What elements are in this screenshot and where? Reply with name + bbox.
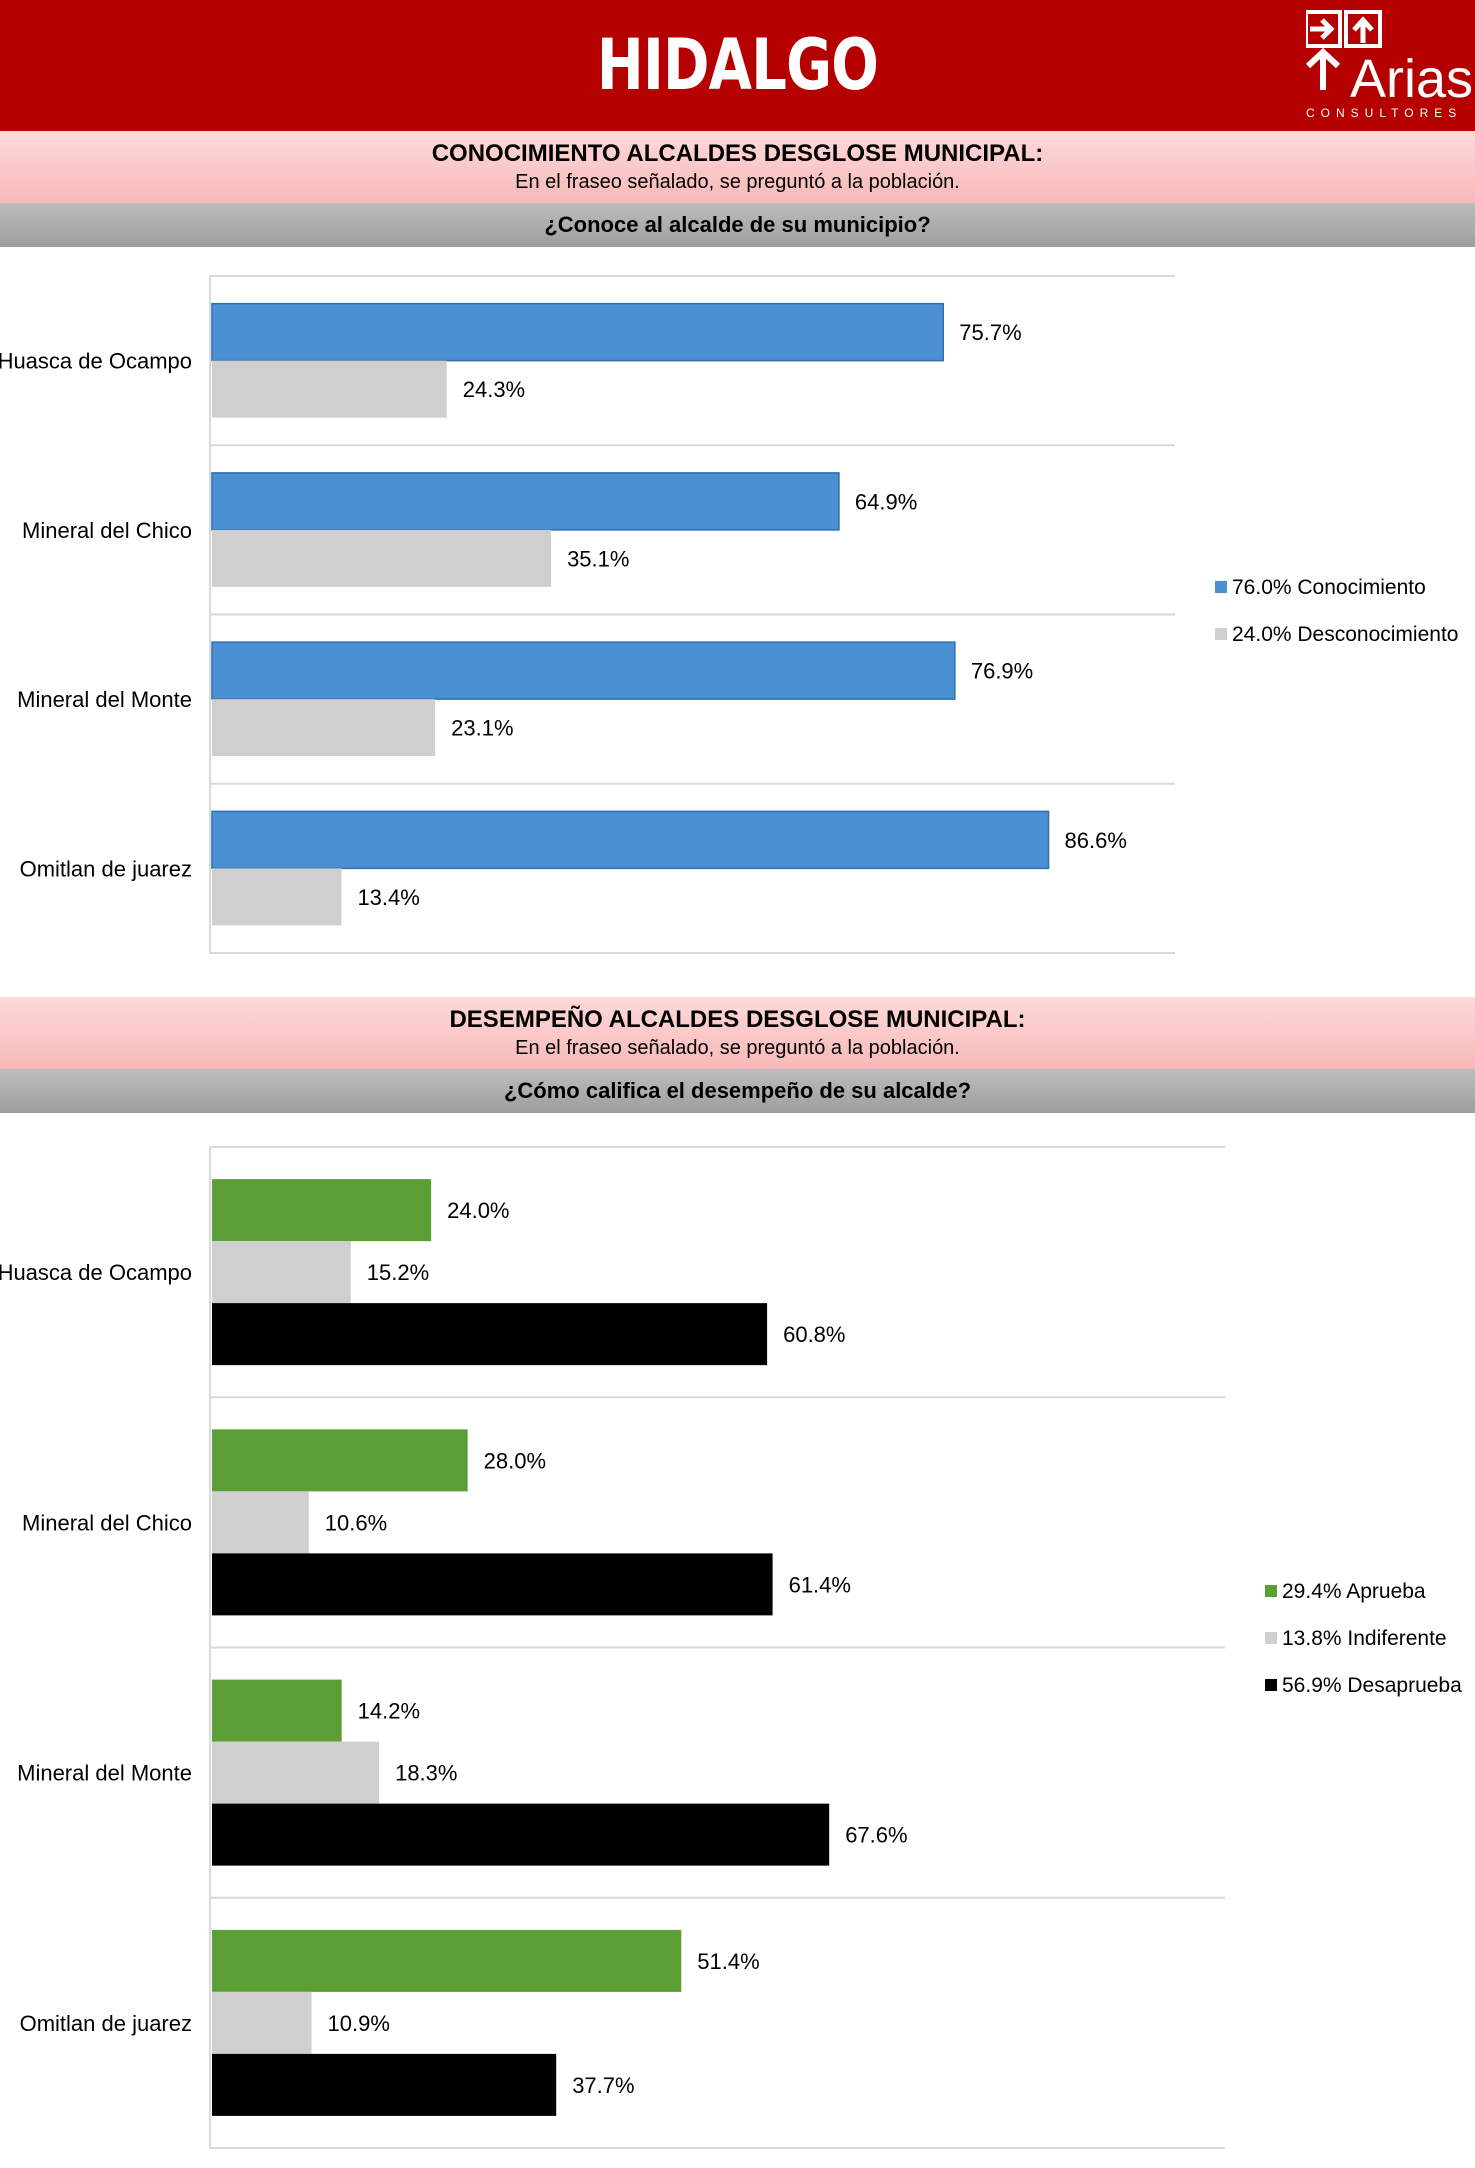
- section2-subtitle: En el fraseo señalado, se preguntó a la …: [515, 1037, 960, 1059]
- knowledge-chart-svg: Huasca de Ocampo 75.7% 24.3% Mineral del Ch…: [0, 275, 1458, 954]
- bar-desconocimiento-mineral-del-chico: [212, 529, 552, 587]
- bar-indiferente-mineral-del-chico: [212, 1491, 309, 1554]
- page-title: HIDALGO: [596, 24, 879, 106]
- bar-indiferente-huasca-de-ocampo: [212, 1241, 351, 1304]
- bar-conocimiento-mineral-del-monte: [211, 641, 956, 700]
- legend-label-conocimiento: 76.0% Conocimiento: [1232, 576, 1426, 599]
- legend-swatch-conocimiento: [1215, 581, 1227, 593]
- bar-indiferente-mineral-del-monte: [212, 1741, 380, 1804]
- bar-desaprueba-omitlan-de-juarez: [212, 2053, 557, 2116]
- legend-label-desaprueba: 56.9% Desaprueba: [1282, 1674, 1462, 1697]
- bar-aprueba-huasca-de-ocampo: [212, 1179, 432, 1242]
- bar-desconocimiento-omitlan-de-juarez: [212, 868, 342, 926]
- bar-aprueba-mineral-del-monte: [212, 1679, 342, 1742]
- section2-question: ¿Cómo califica el desempeño de su alcald…: [0, 1069, 1475, 1113]
- legend-label-aprueba: 29.4% Aprueba: [1282, 1580, 1426, 1603]
- category-label-mineral-del-monte: Mineral del Monte: [17, 687, 192, 712]
- data-label-desaprueba-mineral-del-chico: 61.4%: [789, 1572, 851, 1597]
- bar-desaprueba-huasca-de-ocampo: [212, 1303, 768, 1366]
- data-label-aprueba-omitlan-de-juarez: 51.4%: [697, 1949, 759, 1974]
- category-label-huasca-de-ocampo: Huasca de Ocampo: [0, 349, 192, 374]
- data-label-conocimiento-huasca-de-ocampo: 75.7%: [959, 320, 1021, 345]
- performance-chart: Huasca de Ocampo 24.0% 15.2% 60.8% Mineral d…: [0, 1113, 1475, 2168]
- logo-subtitle: CONSULTORES: [1306, 106, 1463, 120]
- category-label-mineral-del-chico: Mineral del Chico: [22, 518, 192, 543]
- section1-title: CONOCIMIENTO ALCALDES DESGLOSE MUNICIPAL…: [431, 140, 1044, 167]
- legend-label-desconocimiento: 24.0% Desconocimiento: [1232, 623, 1458, 646]
- legend-swatch-aprueba: [1265, 1585, 1277, 1597]
- bar-indiferente-omitlan-de-juarez: [212, 1991, 312, 2054]
- data-label-desconocimiento-huasca-de-ocampo: 24.3%: [463, 377, 525, 402]
- legend-swatch-desconocimiento: [1215, 628, 1227, 640]
- data-label-desaprueba-omitlan-de-juarez: 37.7%: [572, 2073, 634, 2098]
- bar-conocimiento-omitlan-de-juarez: [211, 810, 1050, 870]
- performance-chart-svg: Huasca de Ocampo 24.0% 15.2% 60.8% Mineral d…: [0, 1146, 1462, 2149]
- arias-logo-icon: [1306, 10, 1382, 90]
- data-label-conocimiento-omitlan-de-juarez: 86.6%: [1065, 828, 1127, 853]
- data-label-desaprueba-mineral-del-monte: 67.6%: [845, 1823, 907, 1848]
- section1-subtitle: En el fraseo señalado, se preguntó a la …: [515, 171, 960, 193]
- category-label-huasca-de-ocampo: Huasca de Ocampo: [0, 1260, 192, 1285]
- legend-swatch-desaprueba: [1265, 1679, 1277, 1691]
- section2-title: DESEMPEÑO ALCALDES DESGLOSE MUNICIPAL:: [449, 1006, 1026, 1033]
- data-label-desconocimiento-mineral-del-chico: 35.1%: [567, 546, 629, 571]
- category-label-mineral-del-chico: Mineral del Chico: [22, 1510, 192, 1535]
- knowledge-chart: Huasca de Ocampo 75.7% 24.3% Mineral del Ch…: [0, 247, 1475, 972]
- bar-aprueba-mineral-del-chico: [212, 1429, 468, 1492]
- bar-conocimiento-huasca-de-ocampo: [211, 302, 945, 362]
- top-banner: HIDALGO Arias CONSULTORES: [0, 0, 1475, 131]
- data-label-aprueba-mineral-del-chico: 28.0%: [484, 1448, 546, 1473]
- legend-label-indiferente: 13.8% Indiferente: [1282, 1627, 1447, 1650]
- data-label-conocimiento-mineral-del-monte: 76.9%: [971, 659, 1033, 684]
- data-label-desaprueba-huasca-de-ocampo: 60.8%: [783, 1322, 845, 1347]
- bar-desconocimiento-mineral-del-monte: [212, 699, 436, 757]
- section1-header: CONOCIMIENTO ALCALDES DESGLOSE MUNICIPAL…: [0, 131, 1475, 203]
- bar-desaprueba-mineral-del-monte: [212, 1803, 830, 1866]
- data-label-indiferente-huasca-de-ocampo: 15.2%: [367, 1260, 429, 1285]
- data-label-desconocimiento-mineral-del-monte: 23.1%: [451, 716, 513, 741]
- category-label-mineral-del-monte: Mineral del Monte: [17, 1761, 192, 1786]
- bar-desaprueba-mineral-del-chico: [212, 1553, 773, 1616]
- data-label-indiferente-omitlan-de-juarez: 10.9%: [328, 2011, 390, 2036]
- section2-header: DESEMPEÑO ALCALDES DESGLOSE MUNICIPAL: E…: [0, 997, 1475, 1069]
- bar-conocimiento-mineral-del-chico: [211, 472, 840, 531]
- data-label-conocimiento-mineral-del-chico: 64.9%: [855, 489, 917, 514]
- legend-swatch-indiferente: [1265, 1632, 1277, 1644]
- arias-logo: Arias CONSULTORES: [1300, 10, 1473, 122]
- category-label-omitlan-de-juarez: Omitlan de juarez: [20, 856, 192, 881]
- category-label-omitlan-de-juarez: Omitlan de juarez: [20, 2011, 192, 2036]
- bar-aprueba-omitlan-de-juarez: [212, 1929, 682, 1992]
- data-label-indiferente-mineral-del-chico: 10.6%: [325, 1510, 387, 1535]
- logo-wordmark: Arias: [1350, 49, 1474, 109]
- bar-desconocimiento-huasca-de-ocampo: [212, 360, 447, 418]
- data-label-desconocimiento-omitlan-de-juarez: 13.4%: [357, 885, 419, 910]
- data-label-aprueba-huasca-de-ocampo: 24.0%: [447, 1198, 509, 1223]
- section1-question: ¿Conoce al alcalde de su municipio?: [0, 203, 1475, 247]
- data-label-aprueba-mineral-del-monte: 14.2%: [358, 1699, 420, 1724]
- data-label-indiferente-mineral-del-monte: 18.3%: [395, 1761, 457, 1786]
